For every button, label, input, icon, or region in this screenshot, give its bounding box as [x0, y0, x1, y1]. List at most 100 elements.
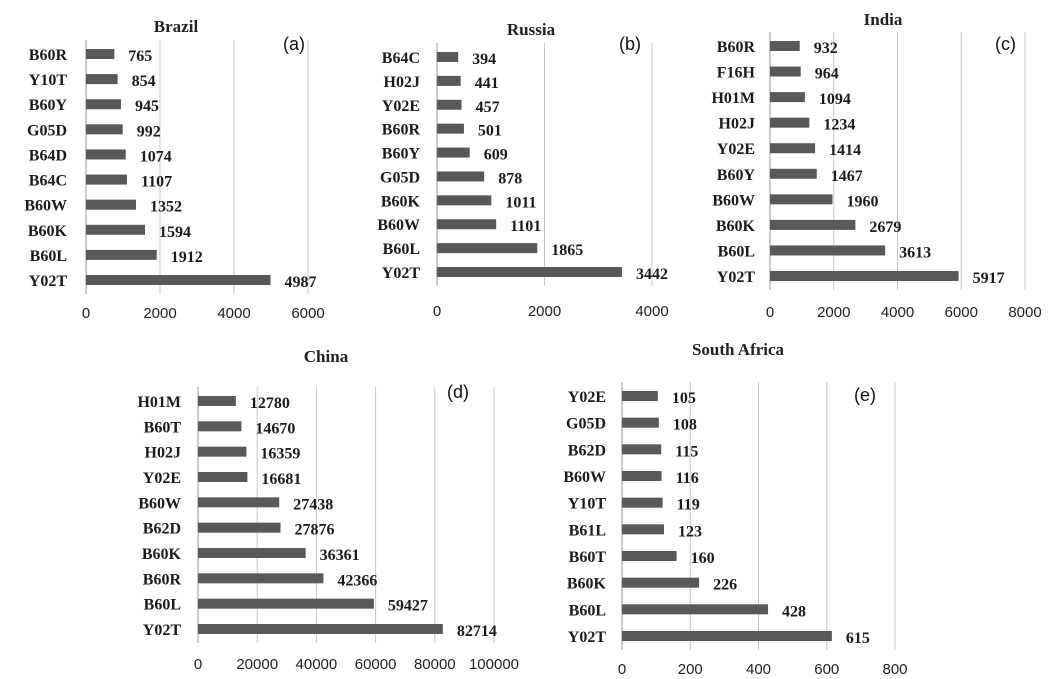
bar — [198, 522, 281, 533]
category-label: B62D — [143, 521, 181, 538]
x-tick-label: 60000 — [355, 656, 397, 673]
bar — [622, 391, 658, 401]
category-label: B60L — [30, 248, 67, 265]
x-tick-label: 400 — [746, 661, 771, 678]
data-label: 4987 — [285, 274, 317, 291]
chart-panel-1: Brazil (a) B60R 765 Y10T 854 B60Y 945 G05D 992 B64… — [24, 17, 324, 322]
category-label: G05D — [380, 169, 420, 186]
category-label: B60L — [718, 243, 755, 260]
bar — [622, 524, 664, 535]
x-tick-label: 0 — [618, 661, 626, 678]
bar — [622, 604, 769, 615]
category-label: B60K — [567, 576, 607, 593]
panel-label: (e) — [854, 385, 876, 405]
bar — [437, 267, 623, 277]
bar — [437, 147, 470, 158]
data-label: 394 — [472, 51, 496, 68]
bar — [198, 573, 324, 584]
bar — [198, 548, 306, 558]
data-label: 1467 — [831, 168, 863, 185]
category-label: Y02T — [29, 273, 68, 290]
category-label: B64C — [29, 173, 67, 190]
x-tick-label: 8000 — [1008, 304, 1041, 321]
data-label: 36361 — [320, 547, 360, 564]
chart-panel-4: China (d) H01M 12780 B60T 14670 H02J 16359 Y02E 1… — [137, 347, 519, 673]
bar — [622, 551, 677, 561]
bar — [86, 49, 115, 59]
bar — [770, 66, 801, 77]
bar — [86, 275, 271, 285]
data-label: 226 — [713, 577, 737, 594]
data-label: 115 — [675, 443, 698, 460]
data-label: 82714 — [457, 623, 497, 640]
category-label: B60T — [569, 549, 607, 566]
panel-label: (a) — [283, 34, 305, 54]
bar — [622, 444, 662, 455]
category-label: B64C — [382, 50, 420, 67]
x-tick-label: 0 — [82, 305, 90, 322]
category-label: B60W — [712, 192, 755, 209]
bar — [622, 577, 700, 588]
category-label: B62D — [568, 442, 606, 459]
data-label: 3442 — [636, 266, 668, 283]
bar — [198, 472, 248, 482]
category-label: G05D — [566, 416, 606, 433]
bar — [437, 99, 462, 110]
data-label: 609 — [484, 147, 508, 164]
x-tick-label: 2000 — [528, 303, 561, 320]
x-tick-label: 2000 — [817, 304, 850, 321]
category-label: B60K — [716, 218, 756, 235]
category-label: B60R — [382, 122, 421, 139]
chart-panel-5: South Africa (e) Y02E 105 G05D 108 B62D 115 B60W… — [563, 340, 907, 678]
bar — [198, 421, 242, 432]
category-label: B61L — [569, 522, 606, 539]
category-label: B60K — [28, 223, 68, 240]
data-label: 105 — [672, 390, 696, 407]
data-label: 441 — [475, 75, 499, 92]
bar — [86, 74, 118, 85]
data-label: 123 — [678, 523, 702, 540]
data-label: 3613 — [899, 244, 931, 261]
x-tick-label: 4000 — [217, 305, 250, 322]
bar — [622, 497, 663, 508]
bar — [198, 396, 236, 406]
bar — [437, 219, 497, 230]
x-tick-label: 4000 — [881, 304, 914, 321]
chart-title: India — [864, 10, 903, 29]
bar — [770, 117, 810, 128]
category-label: B60R — [717, 39, 756, 56]
category-label: B60K — [381, 193, 421, 210]
x-tick-label: 6000 — [291, 305, 324, 322]
category-label: B64D — [29, 147, 67, 164]
bar — [86, 149, 126, 160]
category-label: H02J — [145, 445, 181, 462]
data-label: 615 — [846, 630, 870, 647]
bar — [770, 143, 816, 154]
data-label: 108 — [673, 417, 697, 434]
bar — [622, 471, 662, 481]
bar — [86, 174, 127, 185]
chart-title: Brazil — [154, 17, 199, 36]
data-label: 932 — [814, 40, 838, 57]
chart-panel-3: India (c) B60R 932 F16H 964 H01M 1094 H02J 1234 Y0… — [711, 10, 1041, 321]
data-label: 964 — [815, 66, 839, 83]
bar — [770, 271, 959, 281]
data-label: 116 — [676, 470, 699, 487]
data-label: 42366 — [337, 572, 377, 589]
data-label: 1912 — [171, 249, 203, 266]
data-label: 765 — [128, 48, 152, 65]
x-tick-label: 100000 — [469, 656, 519, 673]
bar — [622, 631, 832, 641]
category-label: Y02T — [717, 269, 756, 286]
panel-label: (b) — [619, 34, 641, 54]
category-label: Y10T — [29, 72, 68, 89]
data-label: 59427 — [388, 598, 428, 615]
category-label: G05D — [27, 122, 67, 139]
panel-label: (d) — [447, 382, 469, 402]
category-label: B60L — [144, 597, 181, 614]
x-tick-label: 6000 — [945, 304, 978, 321]
bar — [86, 99, 121, 110]
category-label: B60K — [142, 546, 182, 563]
category-label: B60Y — [717, 167, 756, 184]
x-tick-label: 0 — [194, 656, 202, 673]
